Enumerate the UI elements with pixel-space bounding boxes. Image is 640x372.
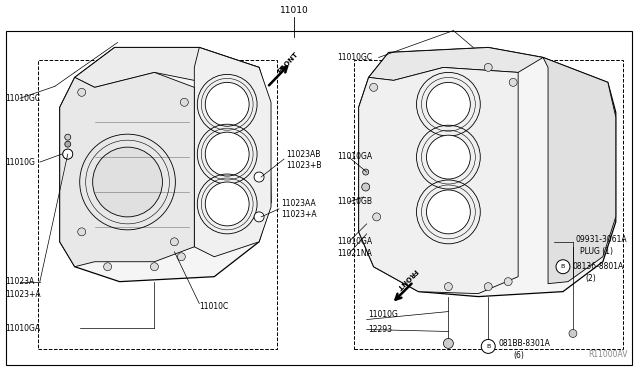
Text: PLUG (1): PLUG (1) (580, 247, 613, 256)
Text: 11010G: 11010G (369, 310, 399, 319)
Circle shape (426, 82, 470, 126)
Circle shape (65, 134, 71, 140)
Text: 11010: 11010 (280, 6, 308, 15)
Circle shape (426, 190, 470, 234)
Circle shape (481, 340, 495, 353)
Circle shape (483, 341, 493, 352)
Text: FRONT: FRONT (277, 51, 300, 74)
Text: 11010GA: 11010GA (337, 152, 372, 161)
Text: 11010GA: 11010GA (337, 237, 372, 246)
Circle shape (65, 141, 71, 147)
Circle shape (170, 238, 179, 246)
Text: 11010G: 11010G (5, 158, 35, 167)
Text: 11010C: 11010C (199, 302, 228, 311)
Circle shape (254, 172, 264, 182)
Text: B: B (561, 264, 565, 269)
Circle shape (180, 98, 188, 106)
Circle shape (77, 88, 86, 96)
Text: (2): (2) (585, 274, 596, 283)
Circle shape (362, 183, 370, 191)
Circle shape (556, 260, 570, 274)
Polygon shape (195, 48, 271, 257)
Text: 11023+B: 11023+B (286, 161, 321, 170)
Circle shape (426, 135, 470, 179)
Circle shape (254, 212, 264, 222)
Circle shape (63, 149, 73, 159)
Circle shape (77, 228, 86, 236)
Text: 11010GC: 11010GC (5, 94, 40, 103)
Text: 11010GA: 11010GA (5, 324, 40, 333)
Text: 11021NA: 11021NA (337, 249, 372, 258)
Circle shape (569, 330, 577, 337)
Text: 08136-8801A: 08136-8801A (573, 262, 624, 271)
Circle shape (205, 82, 249, 126)
Text: 11023AA: 11023AA (281, 199, 316, 208)
Text: 081BB-8301A: 081BB-8301A (498, 339, 550, 348)
Text: R11000AV: R11000AV (588, 350, 628, 359)
Circle shape (444, 339, 453, 349)
Circle shape (150, 263, 159, 271)
Text: 11023+A: 11023+A (281, 211, 317, 219)
Circle shape (444, 283, 452, 291)
Polygon shape (75, 48, 259, 87)
Text: 11010GB: 11010GB (337, 198, 372, 206)
Circle shape (63, 149, 73, 159)
Text: 11023A: 11023A (5, 277, 34, 286)
Polygon shape (60, 73, 195, 267)
Polygon shape (543, 57, 616, 284)
Circle shape (484, 64, 492, 71)
Circle shape (104, 263, 111, 271)
Circle shape (363, 169, 369, 175)
Circle shape (205, 132, 249, 176)
Circle shape (484, 283, 492, 291)
Bar (38, 60, 277, 349)
Text: B: B (486, 344, 490, 349)
Circle shape (205, 182, 249, 226)
Circle shape (504, 278, 512, 286)
Text: 09931-3061A: 09931-3061A (576, 235, 628, 244)
Polygon shape (358, 48, 616, 296)
Circle shape (93, 147, 163, 217)
Circle shape (372, 213, 381, 221)
Text: FRONT: FRONT (395, 267, 418, 291)
Polygon shape (358, 67, 518, 294)
Circle shape (177, 253, 186, 261)
Polygon shape (60, 48, 271, 282)
Polygon shape (369, 48, 543, 80)
Circle shape (509, 78, 517, 86)
Text: 11023AB: 11023AB (286, 150, 321, 158)
Bar (354, 60, 623, 349)
Circle shape (370, 83, 378, 92)
Text: 11023+A: 11023+A (5, 290, 40, 299)
Text: 11010GC: 11010GC (337, 53, 372, 62)
Text: 12293: 12293 (369, 325, 393, 334)
Text: (6): (6) (513, 351, 524, 360)
